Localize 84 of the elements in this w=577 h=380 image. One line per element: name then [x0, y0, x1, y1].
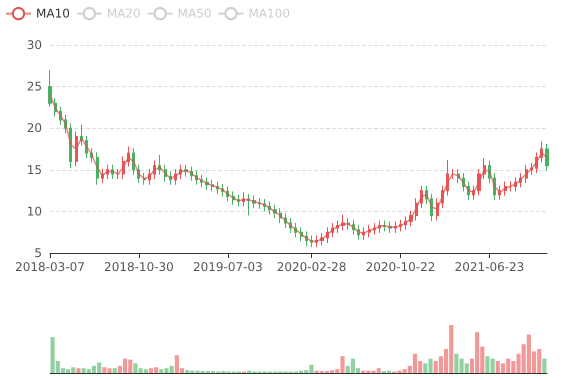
bar — [496, 361, 500, 373]
bar — [434, 361, 438, 373]
bar — [408, 366, 412, 373]
x-tick-label: 2020-02-28 — [276, 260, 346, 274]
bar — [50, 337, 55, 373]
y-tick-label: 5 — [34, 246, 42, 260]
candlestick — [451, 168, 454, 180]
bar — [460, 358, 464, 373]
bar — [428, 358, 433, 373]
bar — [335, 369, 340, 373]
bar — [56, 361, 60, 373]
bar — [148, 368, 154, 373]
bar — [444, 349, 448, 373]
bar — [511, 361, 516, 373]
bar — [537, 349, 542, 373]
bar — [506, 358, 510, 373]
bar — [76, 368, 81, 373]
bar — [464, 363, 469, 373]
bar — [423, 363, 428, 373]
y-tick-label: 10 — [26, 204, 42, 218]
bar — [107, 368, 112, 373]
bar — [418, 361, 422, 373]
candlestick — [75, 131, 78, 167]
bar — [133, 363, 138, 373]
bar — [154, 367, 158, 373]
bar — [112, 368, 117, 373]
bar — [402, 369, 407, 373]
bar — [340, 356, 345, 373]
bar — [92, 366, 96, 373]
line-series — [49, 94, 548, 242]
bar — [500, 363, 506, 373]
candlestick — [116, 168, 120, 180]
bar — [449, 325, 454, 373]
bar — [475, 332, 480, 373]
bar — [485, 356, 490, 373]
bar — [159, 369, 164, 373]
bar — [118, 366, 122, 373]
bar — [350, 358, 355, 373]
legend-label: MA10 — [36, 6, 70, 21]
bar — [138, 368, 143, 373]
bar — [122, 358, 128, 373]
bar — [516, 354, 521, 373]
bar — [376, 368, 381, 373]
y-tick-label: 15 — [26, 162, 42, 177]
bar — [532, 351, 536, 373]
bar — [309, 364, 314, 373]
bar — [438, 356, 443, 373]
bar — [86, 369, 91, 373]
y-tick-label: 30 — [26, 38, 42, 52]
bar — [454, 354, 458, 373]
bar — [66, 369, 70, 373]
bar — [304, 370, 308, 373]
bar — [522, 344, 526, 373]
y-tick-label: 25 — [26, 80, 42, 94]
bar — [144, 369, 148, 373]
bar — [542, 358, 546, 373]
bar — [185, 370, 190, 373]
bar — [97, 362, 102, 373]
candlestick — [48, 69, 52, 108]
x-tick-label: 2018-03-07 — [15, 260, 85, 274]
bar — [164, 368, 169, 373]
x-tick-label: 2020-10-22 — [366, 260, 436, 274]
bar — [346, 366, 350, 373]
x-tick-label: 2019-07-03 — [193, 260, 263, 274]
bar — [356, 368, 360, 373]
candlestick — [545, 144, 549, 172]
bar — [102, 367, 106, 373]
candlestick — [509, 180, 512, 192]
bar — [490, 358, 495, 373]
bar — [71, 367, 76, 373]
x-tick-label: 2021-06-23 — [454, 260, 524, 274]
bar — [470, 358, 474, 373]
bar — [170, 366, 174, 373]
bar — [82, 368, 86, 373]
bar — [330, 370, 334, 373]
bar — [526, 334, 531, 373]
bar — [180, 368, 184, 373]
y-tick-label: 20 — [26, 121, 42, 136]
bar — [174, 355, 179, 373]
bar — [480, 346, 484, 373]
bar — [412, 354, 418, 373]
x-tick-label: 2018-10-30 — [104, 260, 174, 274]
bar — [128, 360, 132, 373]
bar — [60, 368, 66, 373]
